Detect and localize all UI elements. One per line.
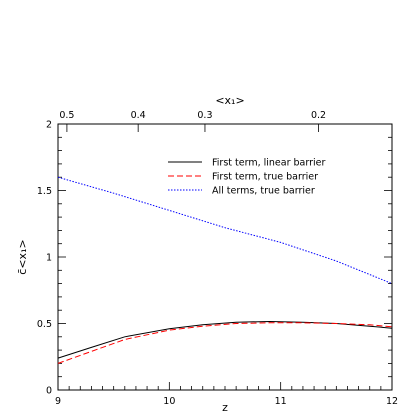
legend-label: All terms, true barrier: [212, 186, 315, 197]
legend-label: First term, linear barrier: [212, 158, 325, 169]
top-axis-title: <x₁>: [215, 94, 244, 107]
top-tick-label: 0.3: [197, 110, 212, 121]
y-tick-label: 1.5: [37, 186, 52, 197]
y-tick-label: 2: [46, 120, 52, 131]
x-axis-title: z: [222, 401, 228, 414]
y-axis-title: c̄<x₁>: [16, 239, 29, 274]
top-tick-label: 0.2: [311, 110, 326, 121]
series-layer: [57, 176, 393, 364]
axes: 9 10 11 12 0 0.5 1 1.5 2 0.5 0.4 0.3 0.2 z <x₁> c̄<x₁>: [16, 94, 398, 414]
y-tick-label: 1: [46, 253, 52, 264]
series-line-1: [57, 320, 393, 359]
y-tick-label: 0: [46, 386, 52, 397]
series-line-3: [57, 176, 393, 285]
x-tick-label: 9: [55, 396, 61, 407]
legend-label: First term, true barrier: [212, 172, 318, 183]
x-tick-label: 12: [386, 396, 398, 407]
legend: First term, linear barrier First term, tr…: [168, 158, 325, 197]
y-tick-label: 0.5: [37, 319, 52, 330]
x-tick-label: 10: [163, 396, 175, 407]
top-tick-label: 0.4: [131, 110, 146, 121]
x-tick-label: 11: [275, 396, 287, 407]
top-tick-label: 0.5: [59, 110, 74, 121]
series-line-2: [57, 322, 393, 364]
